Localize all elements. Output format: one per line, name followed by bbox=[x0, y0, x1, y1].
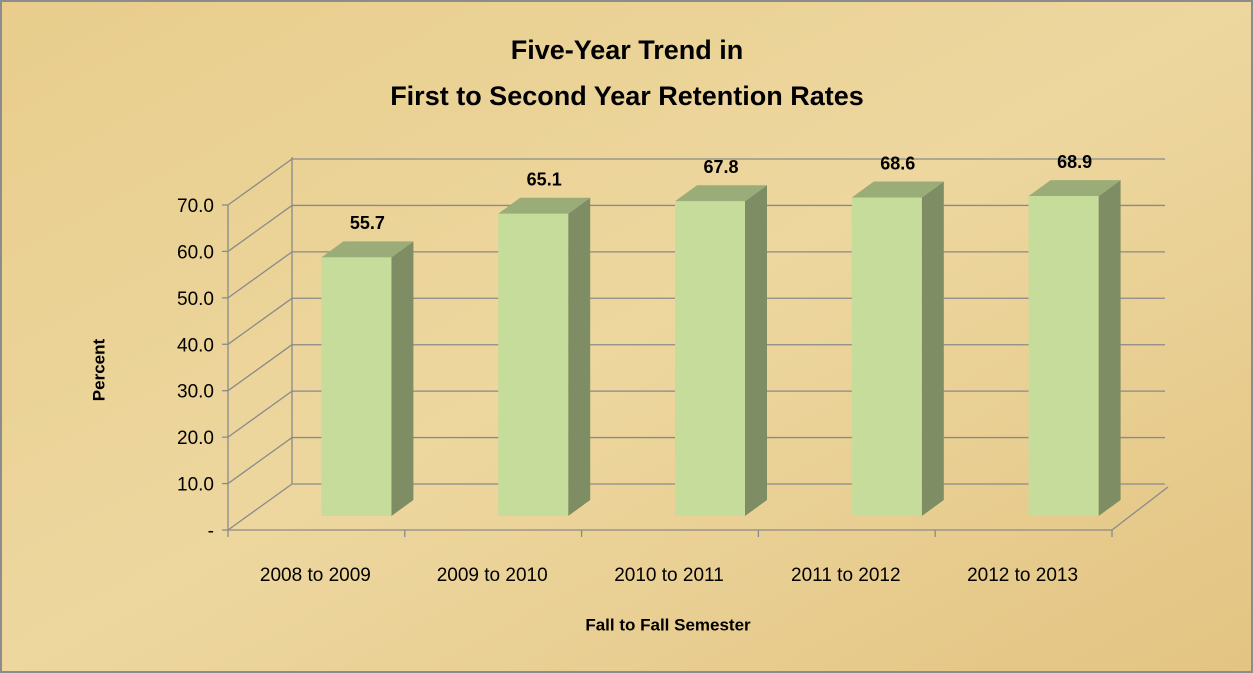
bar bbox=[321, 257, 392, 516]
y-axis-label: Percent bbox=[89, 338, 108, 401]
value-label: 68.9 bbox=[1057, 152, 1092, 172]
bar-top bbox=[498, 197, 591, 214]
bar-side bbox=[568, 197, 591, 516]
value-label: 67.8 bbox=[703, 157, 738, 177]
bar-top bbox=[321, 241, 414, 258]
chart-title: Five-Year Trend in bbox=[511, 35, 744, 65]
y-tick-label: 10.0 bbox=[177, 475, 214, 496]
value-label: 68.6 bbox=[880, 153, 915, 173]
floor-edge bbox=[1111, 486, 1169, 531]
x-tick-label: 2008 to 2009 bbox=[260, 565, 371, 586]
grid-line bbox=[227, 390, 293, 438]
y-tick-label: 70.0 bbox=[177, 196, 214, 217]
y-tick-label: 50.0 bbox=[177, 289, 214, 310]
bar-side bbox=[391, 241, 414, 516]
x-tick-label: 2011 to 2012 bbox=[791, 565, 901, 586]
bar bbox=[498, 213, 569, 516]
grid-line bbox=[227, 297, 293, 345]
grid-line bbox=[227, 204, 293, 252]
bar-top bbox=[1028, 180, 1121, 197]
y-tick-label: - bbox=[208, 521, 214, 542]
bar-side bbox=[1098, 180, 1121, 516]
y-tick-label: 20.0 bbox=[177, 428, 214, 449]
bar-side bbox=[921, 181, 944, 516]
grid-line bbox=[227, 158, 293, 206]
x-tick-label: 2010 to 2011 bbox=[614, 565, 724, 586]
grid-line bbox=[227, 483, 293, 531]
bar bbox=[1028, 196, 1099, 516]
y-tick-label: 60.0 bbox=[177, 242, 214, 263]
y-tick-label: 40.0 bbox=[177, 335, 214, 356]
x-tick-label: 2012 to 2013 bbox=[967, 565, 1078, 586]
y-tick-label: 30.0 bbox=[177, 382, 214, 403]
bar-top bbox=[851, 181, 944, 198]
grid-line bbox=[227, 437, 293, 485]
grid-line bbox=[227, 344, 293, 392]
value-label: 55.7 bbox=[350, 213, 385, 233]
bar-side bbox=[745, 185, 767, 516]
plot-frame bbox=[227, 157, 1169, 531]
bar bbox=[675, 201, 745, 516]
value-label: 65.1 bbox=[527, 170, 562, 190]
x-axis-label: Fall to Fall Semester bbox=[585, 615, 751, 634]
x-tick-label: 2009 to 2010 bbox=[437, 565, 548, 586]
chart-title: First to Second Year Retention Rates bbox=[390, 81, 864, 111]
grid-line bbox=[227, 251, 293, 299]
bar-top bbox=[675, 185, 767, 202]
bar bbox=[851, 197, 922, 516]
